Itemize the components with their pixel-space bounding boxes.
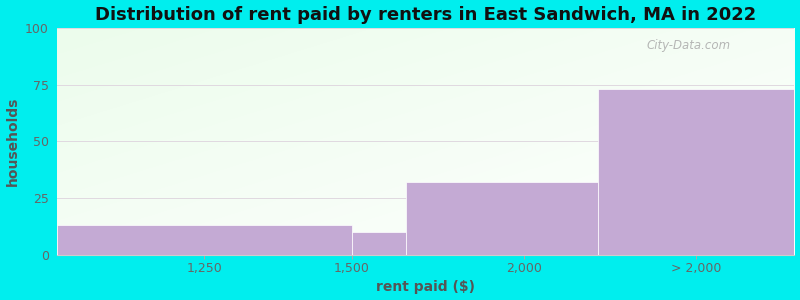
Text: City-Data.com: City-Data.com	[647, 39, 731, 52]
Title: Distribution of rent paid by renters in East Sandwich, MA in 2022: Distribution of rent paid by renters in …	[95, 6, 756, 24]
Bar	[352, 232, 406, 255]
X-axis label: rent paid ($): rent paid ($)	[376, 280, 475, 294]
Bar	[598, 89, 794, 255]
Bar	[57, 225, 352, 255]
Y-axis label: households: households	[6, 97, 19, 186]
Bar	[406, 182, 598, 255]
